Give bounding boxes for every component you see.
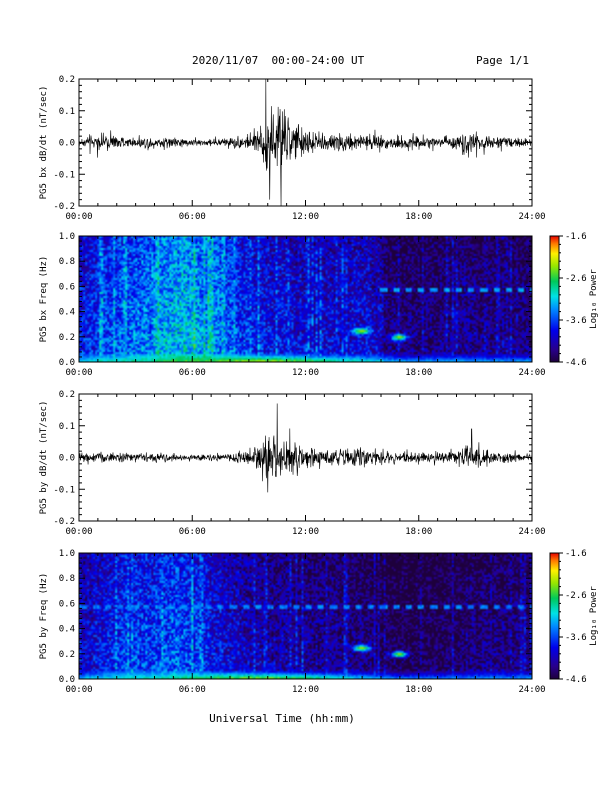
series-line-1 [78,78,533,207]
x-tick-label: 18:00 [405,368,432,378]
colorbar-tick-label: -3.6 [565,316,587,326]
x-tick-label: 12:00 [292,212,319,222]
x-tick-label: 06:00 [179,685,206,695]
y-tick-label: 0.2 [59,390,75,400]
x-axis-label: Universal Time (hh:mm) [209,712,355,725]
y-tick-label: 0.4 [59,625,75,635]
y-tick-label: 1.0 [59,549,75,559]
x-tick-label: 24:00 [518,212,545,222]
x-tick-label: 24:00 [518,527,545,537]
y-tick-label: 0.6 [59,599,75,609]
x-tick-label: 24:00 [518,368,545,378]
spectrogram-2 [79,236,532,362]
y-tick-label: 0.1 [59,422,75,432]
x-tick-label: 12:00 [292,685,319,695]
colorbar-4: -1.6 -2.6 -3.6 -4.6 Log₁₀ Power [549,549,599,685]
y-axis-label: PG5 bx dB/dt (nT/sec) [39,86,49,200]
x-tick-label: 18:00 [405,685,432,695]
y-axis-label: PG5 by Freq (Hz) [39,573,49,660]
colorbar-2: -1.6 -2.6 -3.6 -4.6 Log₁₀ Power [549,232,599,368]
x-tick-label: 00:00 [65,685,92,695]
colorbar-scale [549,235,560,363]
y-tick-label: 0.2 [59,650,75,660]
panel-3: 00:00 06:00 12:00 18:00 24:00 0.2 0.1 0.0 -0.1 -0… [39,390,546,537]
colorbar-tick-label: -2.6 [565,274,587,284]
colorbar-tick-label: -1.6 [565,232,587,242]
y-tick-label: 0.0 [59,675,75,685]
y-tick-label: 0.0 [59,454,75,464]
colorbar-tick-label: -4.6 [565,358,587,368]
colorbar-tick-label: -2.6 [565,591,587,601]
x-tick-label: 18:00 [405,527,432,537]
x-tick-label: 00:00 [65,368,92,378]
y-axis-label: PG5 bx Freq (Hz) [39,256,49,343]
y-tick-label: 0.0 [59,139,75,149]
x-tick-label: 06:00 [179,527,206,537]
y-tick-label: -0.2 [53,202,75,212]
y-tick-label: 0.1 [59,107,75,117]
x-tick-label: 12:00 [292,368,319,378]
y-tick-label: -0.2 [53,517,75,527]
plot-title: 2020/11/07 00:00-24:00 UT [192,54,365,67]
series-line-3 [78,403,533,493]
x-tick-label: 00:00 [65,527,92,537]
spectrogram-4 [79,553,532,679]
colorbar-tick-label: -4.6 [565,675,587,685]
x-tick-label: 06:00 [179,212,206,222]
y-tick-label: 0.0 [59,358,75,368]
y-tick-label: 1.0 [59,232,75,242]
panel-2: 00:00 06:00 12:00 18:00 24:00 1.0 0.8 0.6 0.4 0.2… [39,232,546,378]
x-tick-label: 18:00 [405,212,432,222]
y-tick-label: -0.1 [53,170,75,180]
y-tick-label: -0.1 [53,485,75,495]
colorbar-scale [549,552,560,680]
page-number: Page 1/1 [476,54,529,67]
x-tick-label: 06:00 [179,368,206,378]
x-tick-label: 12:00 [292,527,319,537]
panel-4: 00:00 06:00 12:00 18:00 24:00 1.0 0.8 0.6 0.4 0.2… [39,549,546,695]
colorbar-label: Log₁₀ Power [589,269,599,329]
y-tick-label: 0.2 [59,75,75,85]
y-tick-label: 0.2 [59,333,75,343]
colorbar-tick-label: -1.6 [565,549,587,559]
colorbar-label: Log₁₀ Power [589,586,599,646]
colorbar-tick-label: -3.6 [565,633,587,643]
y-tick-label: 0.4 [59,308,75,318]
x-tick-label: 00:00 [65,212,92,222]
y-axis-label: PG5 by dB/dt (nT/sec) [39,401,49,515]
x-tick-label: 24:00 [518,685,545,695]
y-tick-label: 0.6 [59,282,75,292]
y-tick-label: 0.8 [59,257,75,267]
y-tick-label: 0.8 [59,574,75,584]
panel-1: 00:00 06:00 12:00 18:00 24:00 0.2 0.1 0.0 -0.1 -0… [39,75,546,222]
